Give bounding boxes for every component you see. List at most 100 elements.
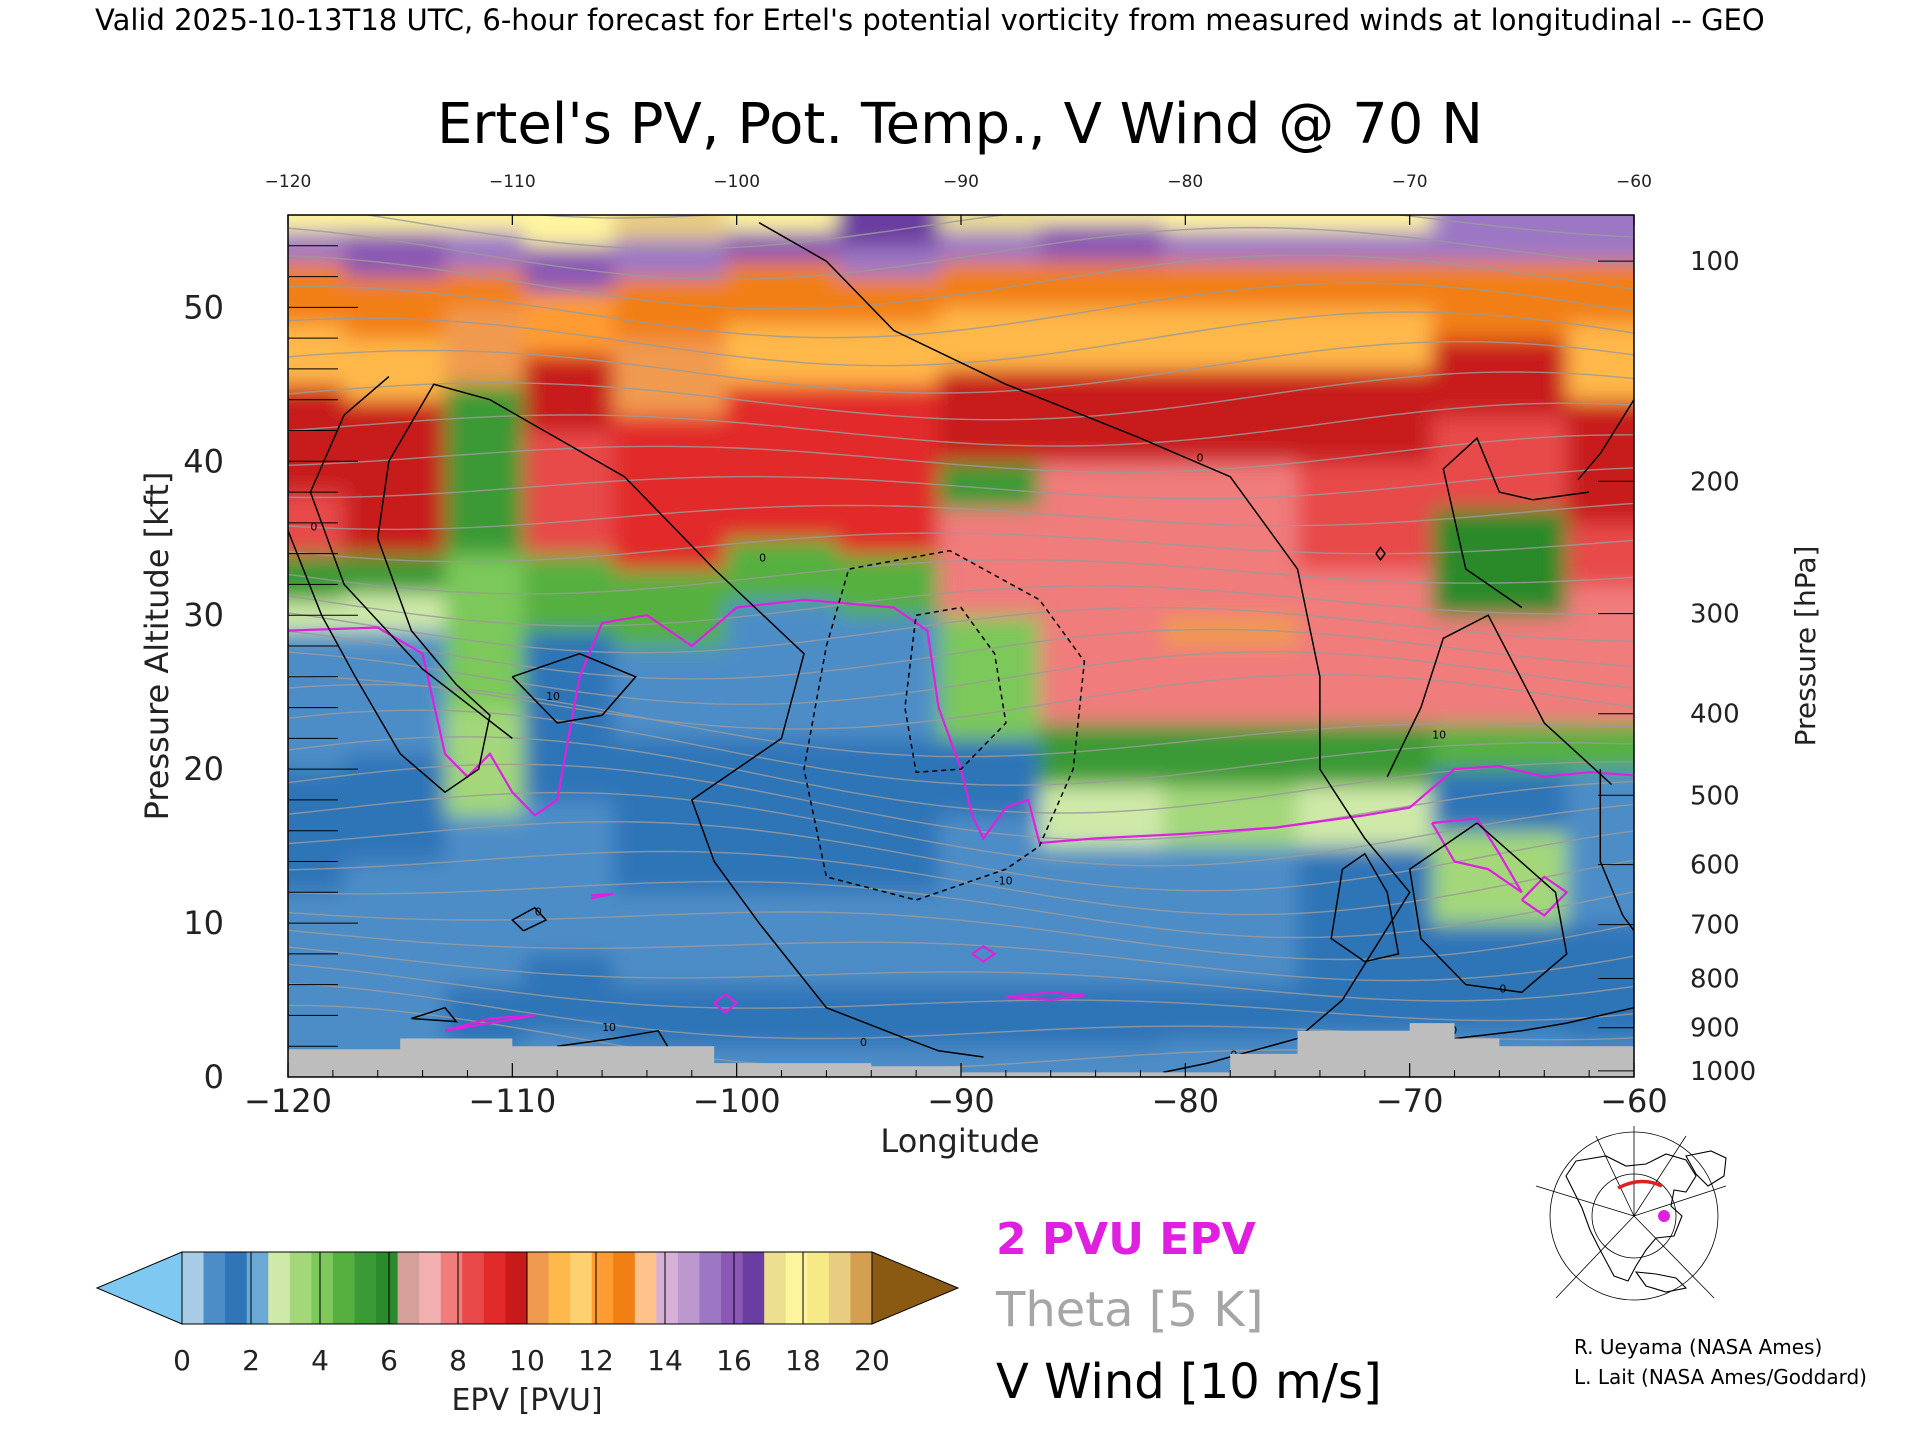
colorbar-tick-label: 6 [380,1344,398,1377]
vwind-contour-label: 0 [860,1036,867,1049]
pv-cell [613,215,727,240]
vwind-contours [288,222,1634,1074]
pv-cell [523,245,615,293]
pv-cell [938,461,1041,509]
theta-line [288,683,1634,758]
vwind-contour [1375,546,1386,562]
pv-cell [445,815,525,894]
map-section-track [1617,1179,1663,1190]
pv-cell [288,769,346,894]
x-tick-label-top: −120 [265,172,312,192]
pv-cell [1039,261,1164,309]
vwind-contour [557,1029,671,1050]
pv-cell [344,230,447,278]
x-tick-label: −70 [1376,1082,1444,1120]
pv-cell [1297,307,1434,370]
colorbar-tick-label: 4 [311,1344,329,1377]
theta-line [288,946,1634,1002]
theta-line [288,467,1634,500]
pv-cell [1162,846,1299,986]
colorbar-under-arrow [95,1251,183,1325]
vwind-contour-label: 0 [310,521,317,534]
pv-cell [1566,923,1634,1040]
vwind-contour-label: 10 [602,1021,616,1034]
pv-cell [1162,984,1299,1040]
colorbar-swatch [764,1252,787,1324]
pv-cell [938,230,1041,263]
pv-cell [523,953,615,1032]
colorbar-swatch [440,1252,463,1324]
pv-cell [288,215,346,232]
theta-line [288,558,1634,595]
pv-cell [613,984,727,1048]
pv-cell [288,492,346,555]
pressure-tick-label: 800 [1690,964,1740,994]
pv-cell [1432,923,1568,1032]
pv-cell [1162,646,1299,724]
y-axis-label-left: Pressure Altitude [kft] [138,472,176,821]
pv-cell [725,322,839,386]
x-tick-label: −110 [468,1082,556,1120]
theta-line [288,850,1634,916]
y-axis-label-right: Pressure [hPa] [1789,546,1822,747]
colorbar-swatch [807,1252,830,1324]
pv-cell [837,215,940,247]
colorbar-swatch [419,1252,442,1324]
pressure-tick-label: 200 [1690,467,1740,497]
colorbar-swatch [289,1252,312,1324]
colorbar-tick-label: 12 [578,1344,614,1377]
vwind-contour-label: 10 [546,690,560,703]
pv-cell [725,599,839,740]
pv-cell [837,615,940,740]
theta-line [288,371,1634,421]
pv2-contour-line [1521,875,1569,917]
x-tick-label: −120 [244,1082,332,1120]
pv-cell [445,215,525,232]
pv-cell [613,569,727,647]
vwind-contour [309,376,513,739]
colorbar-swatch [462,1252,485,1324]
pv-cell [1162,261,1299,309]
theta-line [288,254,1634,310]
theta-line [288,585,1634,627]
colorbar-swatch [268,1252,291,1324]
pv-cell [613,238,727,278]
pv2-contour-line [590,892,614,900]
theta-line [288,402,1634,447]
pv-cell [523,353,615,432]
vwind-contour [1454,1006,1634,1040]
map-landmass [1634,1271,1688,1293]
pressure-tick-label: 900 [1690,1014,1740,1044]
map-landmass [1565,1153,1697,1282]
pv-cell [1039,461,1164,724]
vwind-contour [1442,436,1590,609]
pv2-contours [288,598,1634,1032]
x-tick-label: −100 [693,1082,781,1120]
vwind-contour-label: 0 [1197,451,1204,464]
vwind-contour-label: 0 [535,905,542,918]
pv-cell [1162,461,1299,617]
pv-cell [938,615,1041,740]
vwind-contour [1408,822,1568,994]
vwind-contour [758,222,1411,1074]
pressure-tick-label: 300 [1690,600,1740,630]
pv-cell [523,430,615,555]
pressure-tick-label: 600 [1690,851,1740,881]
pv-cell [445,307,525,386]
pv-cell [938,507,1041,617]
theta-line [288,434,1634,474]
pv-cell [725,892,839,986]
x-tick-label: −60 [1600,1082,1668,1120]
pv-cell [1566,261,1634,324]
pv-cell [1039,722,1164,786]
pv-cell [837,384,940,555]
colorbar-swatch [246,1252,269,1324]
x-tick-label-top: −90 [943,172,979,192]
theta-line [288,709,1634,786]
pv-cell [837,892,940,986]
pv-cell [1297,569,1434,724]
vwind-contour [1577,399,1634,481]
colorbar-swatch [182,1252,205,1324]
vwind-contour-label: 10 [1432,728,1446,741]
colorbar-tick-label: 14 [647,1344,683,1377]
